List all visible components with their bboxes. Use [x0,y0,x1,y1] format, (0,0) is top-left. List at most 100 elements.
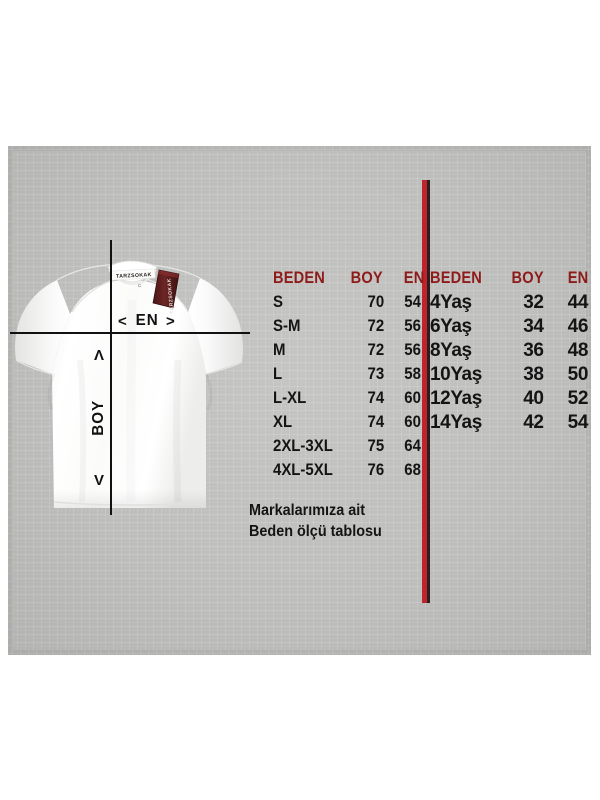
table-row: L 73 58 [273,364,421,388]
length-measurement-label: BOY [90,400,107,436]
tshirt-fold-left [80,360,83,502]
table-row: L-XL 74 60 [273,388,421,412]
table-row: 12Yaş 40 52 [430,388,588,412]
table-row: 10Yaş 38 50 [430,364,588,388]
cell-boy: 34 [523,316,544,337]
width-measurement-label: EN [135,312,159,329]
cell-en: 50 [567,364,589,385]
cell-beden: 4Yaş [430,292,472,313]
cell-en: 44 [567,292,589,313]
arrow-left-icon: < [118,312,128,330]
adult-table-body: S 70 54 S-M 72 56 M 72 56 L 73 58 L-XL 7 [273,292,421,484]
cell-boy: 70 [367,292,385,311]
cell-en: 56 [404,316,421,335]
cell-en: 60 [404,388,421,407]
caption-line-2: Beden ölçü tablosu [249,523,382,540]
cell-boy: 75 [367,436,385,455]
cell-beden: 14Yaş [430,412,482,433]
adult-header-en: EN [403,268,425,287]
tshirt-right-sleeve [188,278,243,374]
caption-line-1: Markalarımıza ait [249,502,366,519]
cell-boy: 72 [367,316,385,335]
table-header-row: BEDEN BOY EN [273,268,425,292]
cell-beden: L [273,364,283,383]
kids-table-body: 4Yaş 32 44 6Yaş 34 46 8Yaş 36 48 10Yaş 3… [430,292,588,436]
cell-beden: 6Yaş [430,316,472,337]
cell-boy: 38 [523,364,544,385]
tshirt-graphic [15,260,243,508]
chart-caption: Markalarımıza ait Beden ölçü tablosu [249,500,402,542]
tshirt-cuff-right [205,361,243,375]
table-row: S-M 72 56 [273,316,421,340]
cell-boy: 32 [523,292,544,313]
adult-table-header: BEDEN BOY EN [273,268,425,292]
tshirt-left-sleeve [15,280,70,374]
cell-beden: XL [273,412,293,431]
tshirt-illustration: TARZSOKAK C TARZSOKAK < EN > Λ BOY V [10,240,250,515]
cell-beden: 4XL-5XL [273,460,333,479]
cell-beden: 10Yaş [430,364,482,385]
measurement-line-vertical [110,240,112,515]
tshirt-body [52,280,206,508]
cell-en: 52 [567,388,589,409]
cell-boy: 72 [367,340,385,359]
cell-boy: 73 [367,364,385,383]
adult-header-boy: BOY [350,268,383,287]
table-row: 2XL-3XL 75 64 [273,436,421,460]
cell-beden: 12Yaş [430,388,482,409]
tshirt-hangtag-highlight [158,270,179,278]
length-measurement-marker: Λ BOY V [88,348,110,488]
cell-boy: 74 [367,412,385,431]
cell-beden: S [273,292,283,311]
cell-boy: 74 [367,388,385,407]
cell-boy: 42 [523,412,544,433]
table-row: S 70 54 [273,292,421,316]
tshirt-armhole-shadow-left [47,373,56,411]
cell-en: 48 [567,340,589,361]
table-row: 14Yaş 42 54 [430,412,588,436]
width-measurement-marker: < EN > [118,312,176,330]
kids-table-header: BEDEN BOY EN [430,268,588,292]
tshirt-cuff-left [15,359,53,375]
cell-beden: 2XL-3XL [273,436,333,455]
cell-en: 60 [404,412,421,431]
adult-header-beden: BEDEN [273,268,326,287]
cell-en: 56 [404,340,421,359]
arrow-right-icon: > [166,312,176,330]
kids-header-beden: BEDEN [430,268,483,287]
cell-boy: 76 [367,460,385,479]
arrow-up-icon: Λ [93,347,104,364]
cell-beden: L-XL [273,388,307,407]
cell-beden: 8Yaş [430,340,472,361]
cell-en: 54 [404,292,421,311]
cell-en: 54 [567,412,589,433]
measurement-line-horizontal [10,332,250,334]
tshirt-hem-line [53,501,207,506]
cell-en: 46 [567,316,589,337]
kids-header-en: EN [567,268,589,287]
cell-boy: 36 [523,340,544,361]
cell-en: 58 [404,364,421,383]
table-header-row: BEDEN BOY EN [430,268,588,292]
arrow-down-icon: V [93,471,104,489]
cell-beden: M [273,340,286,359]
tshirt-hem-shadow [54,490,206,508]
table-row: XL 74 60 [273,412,421,436]
tshirt-armhole-shadow-right [204,373,213,411]
table-row: 4XL-5XL 76 68 [273,460,421,484]
cell-en: 68 [404,460,421,479]
cell-boy: 40 [523,388,544,409]
cell-en: 64 [404,436,421,455]
kids-header-boy: BOY [511,268,544,287]
table-row: M 72 56 [273,340,421,364]
table-row: 8Yaş 36 48 [430,340,588,364]
table-row: 6Yaş 34 46 [430,316,588,340]
table-row: 4Yaş 32 44 [430,292,588,316]
neck-tag-size: C [137,282,142,289]
red-divider-line [422,180,427,603]
tshirt-fold-center [131,300,132,502]
kids-size-table: BEDEN BOY EN 4Yaş 32 44 6Yaş 34 46 8Yaş … [430,268,588,436]
cell-beden: S-M [273,316,301,335]
tshirt-fold-right [177,360,179,502]
